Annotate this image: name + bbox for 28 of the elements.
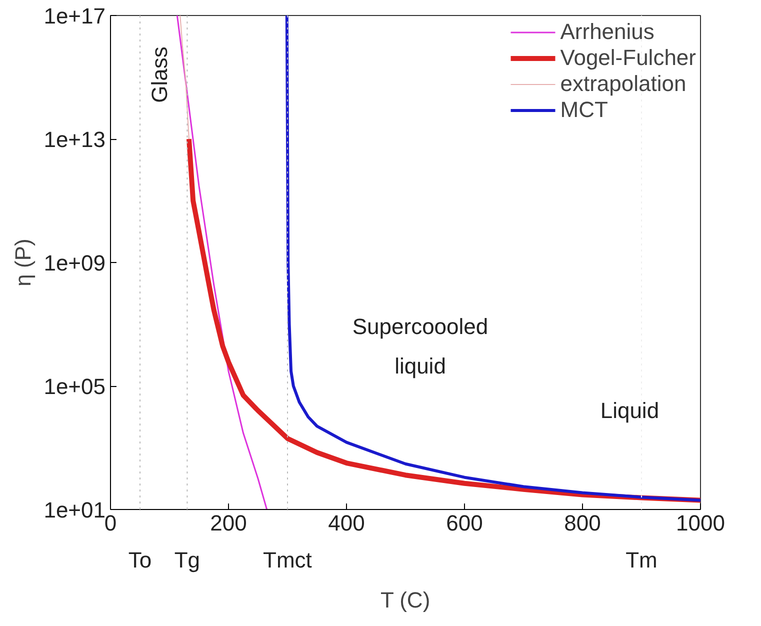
legend-label: Arrhenius [560,19,654,45]
annotation: Glass [146,46,172,103]
y-tick-label: 1e+17 [44,4,106,28]
ref-line-label: Tmct [263,548,312,572]
legend-label: extrapolation [560,71,686,97]
ref-line-label: To [128,548,152,572]
x-tick-label: 0 [104,510,117,536]
annotation: liquid [394,354,446,379]
x-tick-label: 800 [564,510,601,536]
x-tick-label: 200 [210,510,247,536]
ref-line-label: Tg [174,548,200,572]
x-tick-label: 1000 [676,510,725,536]
line-series [285,16,700,502]
annotation: Supercoooled [352,314,488,340]
legend-label: Vogel-Fulcher [560,45,696,71]
ref-line-label: Tm [626,548,658,572]
line-series [180,16,190,140]
x-tick-label: 600 [446,510,483,536]
legend-label: MCT [560,97,608,123]
line-series [176,16,268,510]
y-tick-label: 1e+05 [44,374,106,399]
y-tick-label: 1e+09 [44,250,106,276]
annotation: Liquid [600,398,660,424]
y-axis-title: η (P) [10,238,36,286]
x-tick-label: 400 [328,510,365,536]
x-axis-title: T (C) [380,588,430,612]
y-tick-label: 1e+13 [44,127,106,152]
y-tick-label: 1e+01 [44,498,106,522]
